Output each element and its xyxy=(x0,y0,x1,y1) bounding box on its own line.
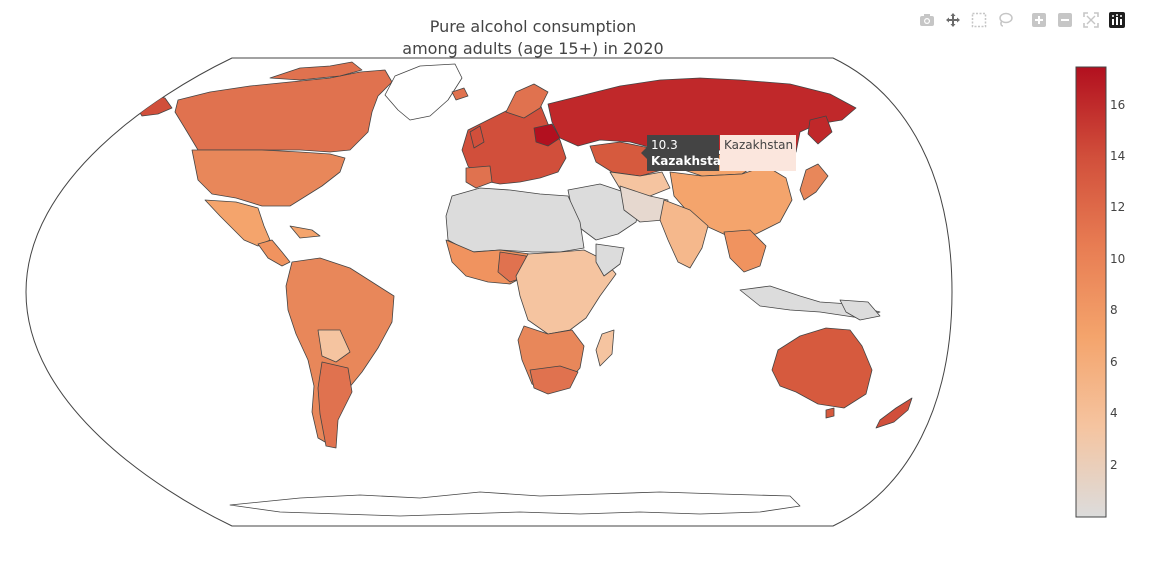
plotly-logo-icon[interactable] xyxy=(1104,12,1130,28)
region-papua-new-guinea[interactable] xyxy=(839,299,881,321)
region-tasmania[interactable] xyxy=(825,407,835,419)
region-caribbean[interactable] xyxy=(289,225,321,239)
box-select-icon[interactable] xyxy=(966,12,992,28)
colorbar-tick-label: 8 xyxy=(1110,303,1118,318)
region-central-africa[interactable] xyxy=(515,249,617,335)
colorbar-tick-label: 12 xyxy=(1110,200,1126,215)
region-madagascar[interactable] xyxy=(595,329,615,367)
region-iceland[interactable] xyxy=(451,87,469,101)
region-scandinavia[interactable] xyxy=(505,83,549,119)
region-bolivia[interactable] xyxy=(317,329,351,363)
region-eastern-europe[interactable] xyxy=(533,123,561,147)
region-united-kingdom[interactable] xyxy=(469,125,485,149)
region-horn-of-africa[interactable] xyxy=(595,243,625,277)
tooltip-pointer xyxy=(641,147,647,159)
zoom-out-icon[interactable] xyxy=(1052,12,1078,28)
region-south-africa[interactable] xyxy=(529,365,579,395)
colorbar-tick-label: 14 xyxy=(1110,149,1126,163)
region-japan[interactable] xyxy=(799,163,829,201)
region-india[interactable] xyxy=(659,199,709,269)
colorbar-tick-label: 10 xyxy=(1110,251,1126,266)
colorbar-gradient xyxy=(1075,66,1107,518)
tooltip-value: 10.3 xyxy=(651,138,678,152)
chart-title-line-2: among adults (age 15+) in 2020 xyxy=(402,39,664,58)
chart-title-line-1: Pure alcohol consumption xyxy=(429,17,637,36)
hover-tooltip-label: Kazakhstan xyxy=(720,135,796,171)
region-argentina[interactable] xyxy=(317,361,353,449)
region-greenland[interactable] xyxy=(384,63,463,121)
region-iberia[interactable] xyxy=(465,165,493,189)
region-north-africa[interactable] xyxy=(445,187,585,253)
region-new-zealand[interactable] xyxy=(875,397,913,429)
region-australia[interactable] xyxy=(771,327,873,409)
region-southeast-asia[interactable] xyxy=(723,229,767,273)
reset-view-icon[interactable] xyxy=(1078,12,1104,28)
region-kamchatka[interactable] xyxy=(807,115,833,145)
plot-modebar-zoom xyxy=(1026,12,1130,28)
region-central-america[interactable] xyxy=(257,239,291,267)
plot-modebar xyxy=(914,12,1018,28)
region-antarctica[interactable] xyxy=(229,491,801,517)
lasso-select-icon[interactable] xyxy=(992,12,1018,28)
tooltip-side-label: Kazakhstan xyxy=(724,138,794,152)
colorbar-tick-label: 6 xyxy=(1110,354,1118,369)
pan-icon[interactable] xyxy=(940,12,966,28)
region-canada-islands[interactable] xyxy=(269,61,363,81)
colorbar-tick-label: 4 xyxy=(1110,406,1118,421)
tooltip-country: Kazakhstan xyxy=(651,154,730,168)
colorbar-tick-label: 2 xyxy=(1110,457,1118,472)
region-united-states[interactable] xyxy=(191,149,346,207)
camera-icon[interactable] xyxy=(914,12,940,28)
hover-tooltip: 10.3 Kazakhstan xyxy=(647,135,730,171)
colorbar-tick-label: 16 xyxy=(1110,97,1126,112)
zoom-in-icon[interactable] xyxy=(1026,12,1052,28)
